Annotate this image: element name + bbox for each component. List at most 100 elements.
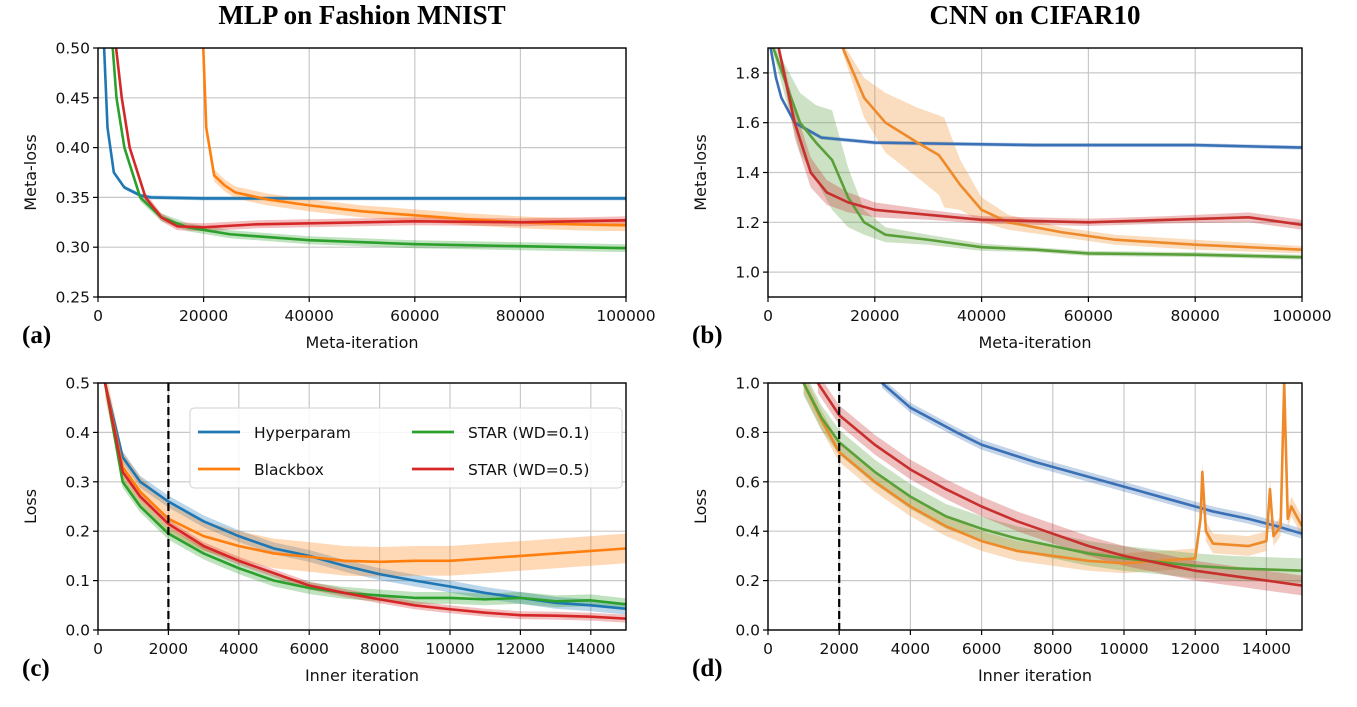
axes-frame xyxy=(97,382,627,631)
subplot-c: 0 2000 4000 6000 8000 10000 12000 14000 0.0 0.1 0.… xyxy=(21,375,627,685)
legend-label-star01: STAR (WD=0.1) xyxy=(468,424,589,442)
line-star01 xyxy=(802,383,1302,573)
x-tick-label: 80000 xyxy=(496,307,545,325)
x-tick-label: 2000 xyxy=(149,640,188,658)
x-tick-label: 0 xyxy=(93,640,103,658)
y-tick-label: 1.8 xyxy=(735,64,760,82)
band-hyperparam xyxy=(104,48,626,201)
line-star05 xyxy=(103,383,626,620)
x-axis-label: Inner iteration xyxy=(305,666,419,685)
axes-frame xyxy=(97,47,627,298)
x-tick-label: 80000 xyxy=(1171,307,1220,325)
x-tick-label: 60000 xyxy=(1064,307,1113,325)
y-tick-label: 1.0 xyxy=(735,264,760,282)
y-tick-label: 0.4 xyxy=(65,424,90,442)
x-tick-label: 0 xyxy=(763,307,773,325)
line-hyperparam xyxy=(102,48,626,200)
y-tick-label: 0.30 xyxy=(55,239,90,257)
x-tick-label: 6000 xyxy=(289,640,328,658)
y-tick-label: 1.2 xyxy=(735,214,760,232)
x-tick-label: 60000 xyxy=(390,307,439,325)
x-axis-label: Inner iteration xyxy=(978,666,1092,685)
subplot-a: 0 20000 40000 60000 80000 100000 0.25 0.30 0.35 0… xyxy=(21,0,656,352)
x-axis-label: Meta-iteration xyxy=(305,333,418,352)
line-blackbox xyxy=(841,48,1302,251)
line-blackbox xyxy=(103,383,626,564)
band-star01 xyxy=(803,383,1302,584)
x-axis-label: Meta-iteration xyxy=(978,333,1091,352)
band-blackbox xyxy=(803,383,1302,574)
x-tick-label: 10000 xyxy=(1099,640,1148,658)
y-tick-label: 0.45 xyxy=(55,89,90,107)
plot-area xyxy=(103,383,626,623)
y-tick-label: 0.3 xyxy=(65,473,90,491)
x-tick-label: 12000 xyxy=(1171,640,1220,658)
panel-label: (c) xyxy=(22,655,50,682)
y-tick-label: 0.0 xyxy=(65,622,90,640)
x-tick-label: 40000 xyxy=(957,307,1006,325)
y-tick-label: 0.40 xyxy=(55,139,90,157)
x-tick-label: 14000 xyxy=(566,640,615,658)
x-tick-label: 4000 xyxy=(219,640,258,658)
x-tick-label: 14000 xyxy=(1242,640,1291,658)
x-tick-label: 6000 xyxy=(962,640,1001,658)
y-axis-label: Loss xyxy=(691,489,710,524)
x-tick-label: 8000 xyxy=(360,640,399,658)
y-tick-label: 1.0 xyxy=(735,375,760,393)
y-axis-label: Meta-loss xyxy=(21,134,40,210)
line-star01 xyxy=(772,48,1302,259)
axes-frame xyxy=(767,382,1303,631)
x-tick-label: 12000 xyxy=(496,640,545,658)
legend-label-blackbox: Blackbox xyxy=(254,461,324,479)
y-tick-label: 1.4 xyxy=(735,164,760,182)
subplot-title: MLP on Fashion MNIST xyxy=(218,0,505,30)
y-tick-label: 0.25 xyxy=(55,289,90,307)
band-star05 xyxy=(105,383,626,623)
band-star05 xyxy=(817,383,1302,596)
subplot-b: 0 20000 40000 60000 80000 100000 1.0 1.2 1.4 1.6 1… xyxy=(691,0,1332,352)
band-hyperparam xyxy=(770,48,1302,150)
line-hyperparam xyxy=(881,383,1302,535)
x-tick-label: 8000 xyxy=(1033,640,1072,658)
panel-label: (b) xyxy=(692,322,723,349)
legend-box xyxy=(189,407,623,489)
line-hyperparam xyxy=(769,48,1302,149)
y-tick-label: 0.5 xyxy=(65,375,90,393)
y-tick-label: 0.6 xyxy=(735,473,760,491)
y-axis-label: Loss xyxy=(21,489,40,524)
x-tick-label: 0 xyxy=(93,307,103,325)
band-blackbox xyxy=(842,48,1302,254)
x-tick-label: 100000 xyxy=(596,307,655,325)
y-tick-label: 0.50 xyxy=(55,40,90,58)
x-tick-label: 10000 xyxy=(425,640,474,658)
band-hyperparam xyxy=(105,383,626,615)
y-tick-label: 1.6 xyxy=(735,114,760,132)
panel-label: (a) xyxy=(22,322,51,349)
line-star05 xyxy=(114,48,626,229)
x-tick-label: 4000 xyxy=(891,640,930,658)
y-tick-label: 0.35 xyxy=(55,189,90,207)
line-star05 xyxy=(777,48,1302,227)
x-tick-label: 2000 xyxy=(819,640,858,658)
legend-label-star05: STAR (WD=0.5) xyxy=(468,461,589,479)
x-tick-label: 0 xyxy=(763,640,773,658)
x-tick-label: 40000 xyxy=(285,307,334,325)
y-tick-label: 0.4 xyxy=(735,523,760,541)
line-star05 xyxy=(816,383,1302,587)
subplot-d: 0 2000 4000 6000 8000 10000 12000 14000 0.0 0.2 0.… xyxy=(691,375,1303,685)
line-blackbox xyxy=(802,383,1302,565)
x-tick-label: 100000 xyxy=(1272,307,1331,325)
subplot-title: CNN on CIFAR10 xyxy=(929,0,1140,30)
axes-frame xyxy=(767,47,1303,298)
y-tick-label: 0.2 xyxy=(735,572,760,590)
y-tick-label: 0.0 xyxy=(735,622,760,640)
y-tick-label: 0.8 xyxy=(735,424,760,442)
y-axis-label: Meta-loss xyxy=(691,134,710,210)
plot-area xyxy=(802,383,1302,596)
y-tick-label: 0.2 xyxy=(65,523,90,541)
y-tick-label: 0.1 xyxy=(65,572,90,590)
x-tick-label: 20000 xyxy=(850,307,899,325)
legend-label-hyperparam: Hyperparam xyxy=(254,424,351,442)
legend: Hyperparam Blackbox STAR (WD=0.1) STAR (WD=… xyxy=(189,407,623,489)
